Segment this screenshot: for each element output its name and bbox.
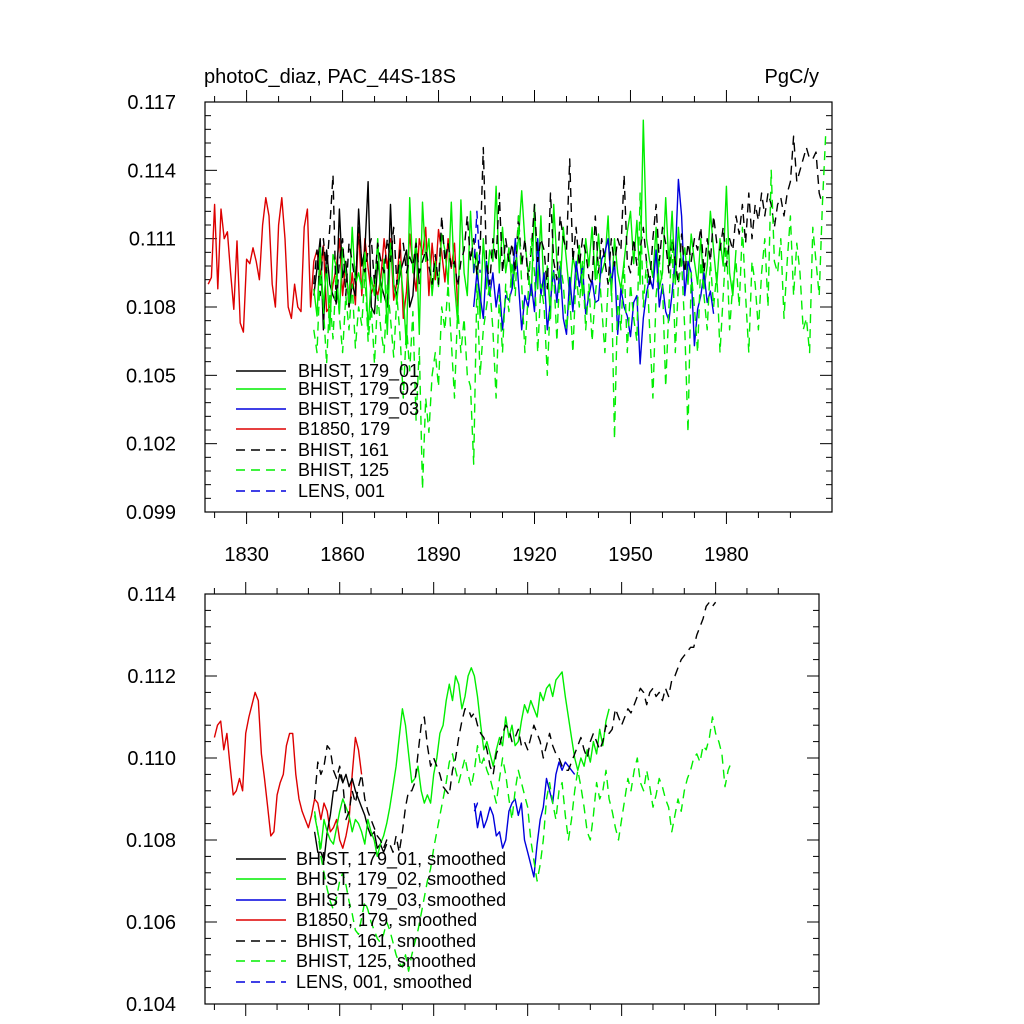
top-legend-label-2: BHIST, 179_02	[298, 379, 419, 400]
bottom-series-bhist-179-01-smoothed	[313, 773, 388, 862]
bottom-series-bhist-125-smoothed	[313, 716, 732, 972]
top-legend-entry-3: BHIST, 179_03	[236, 399, 419, 420]
top-x-tick-label: 1890	[416, 544, 461, 566]
bottom-legend-entry-1: BHIST, 179_01, smoothed	[236, 849, 506, 870]
bottom-y-tick-label: 0.112	[127, 666, 176, 688]
top-legend-entry-4: B1850, 179	[236, 419, 390, 439]
bottom-legend-entry-2: BHIST, 179_02, smoothed	[236, 869, 506, 890]
bottom-series-bhist-161-smoothed	[313, 601, 717, 853]
top-x-tick-label: 1950	[608, 544, 653, 566]
bottom-legend-entry-6: BHIST, 125, smoothed	[236, 951, 476, 971]
bottom-plot-frame	[204, 593, 820, 1005]
bottom-series-bhist-179-02-smoothed	[313, 667, 610, 858]
bottom-y-tick-label: 0.110	[127, 748, 176, 770]
top-series-b1850-179	[207, 196, 459, 333]
top-legend-entry-7: LENS, 001	[236, 481, 385, 501]
top-axes: 0.099 0.102 0.105 0.108 0.111 0.114 0.117 1830 1…	[126, 90, 832, 566]
top-legend-label-4: B1850, 179	[298, 419, 390, 439]
bottom-legend-entry-7: LENS, 001, smoothed	[236, 972, 472, 992]
top-x-tick-label: 1860	[320, 544, 365, 566]
bottom-legend-label-1: BHIST, 179_01, smoothed	[296, 849, 506, 870]
top-legend-entry-2: BHIST, 179_02	[236, 379, 419, 400]
chart-title-right: PgC/y	[765, 66, 819, 88]
top-series-bhist-161	[313, 135, 824, 308]
top-legend-entry-6: BHIST, 125	[236, 460, 389, 480]
bottom-legend-label-3: BHIST, 179_03, smoothed	[296, 890, 506, 911]
top-plot-area	[207, 119, 827, 490]
bottom-y-tick-label: 0.104	[126, 994, 176, 1016]
bottom-legend-label-2: BHIST, 179_02, smoothed	[296, 869, 506, 890]
top-y-tick-label: 0.099	[126, 502, 176, 524]
bottom-legend-entry-3: BHIST, 179_03, smoothed	[236, 890, 506, 911]
bottom-legend-entry-4: B1850, 179, smoothed	[236, 910, 477, 930]
top-legend-label-6: BHIST, 125	[298, 460, 389, 480]
top-x-tick-label: 1920	[512, 544, 557, 566]
top-y-tick-label: 0.105	[126, 365, 176, 387]
bottom-series-bhist-179-03-smoothed	[473, 761, 576, 878]
top-series-bhist-179-03	[473, 178, 715, 365]
bottom-series-b1850-179-smoothed	[213, 691, 363, 849]
top-legend-label-3: BHIST, 179_03	[298, 399, 419, 420]
top-legend-label-7: LENS, 001	[298, 481, 385, 501]
bottom-y-tick-label: 0.114	[127, 584, 176, 606]
top-legend-label-1: BHIST, 179_01	[298, 361, 419, 382]
bottom-y-tick-label: 0.106	[126, 912, 176, 934]
bottom-legend-label-5: BHIST, 161, smoothed	[296, 931, 476, 951]
bottom-y-tick-label: 0.108	[126, 830, 176, 852]
bottom-legend: BHIST, 179_01, smoothed BHIST, 179_02, s…	[236, 849, 506, 992]
top-y-tick-label: 0.111	[129, 229, 176, 251]
bottom-series-lens-001-smoothed	[473, 802, 482, 812]
top-y-tick-label: 0.102	[126, 434, 176, 456]
top-series-lens-001	[473, 210, 481, 273]
top-series-bhist-125	[313, 136, 827, 490]
top-y-tick-label: 0.117	[127, 92, 176, 114]
top-x-tick-label: 1980	[704, 544, 749, 566]
bottom-legend-label-4: B1850, 179, smoothed	[296, 910, 477, 930]
top-legend-entry-1: BHIST, 179_01	[236, 361, 419, 382]
chart-title-left: photoC_diaz, PAC_44S-18S	[204, 66, 456, 88]
bottom-plot-area	[213, 601, 732, 972]
bottom-legend-entry-5: BHIST, 161, smoothed	[236, 931, 476, 951]
top-x-tick-label: 1830	[224, 544, 269, 566]
top-y-tick-label: 0.108	[126, 297, 176, 319]
bottom-axes: 0.104 0.106 0.108 0.110 0.112 0.114	[126, 582, 819, 1016]
top-legend-label-5: BHIST, 161	[298, 440, 389, 460]
bottom-legend-label-7: LENS, 001, smoothed	[296, 972, 472, 992]
top-legend-entry-5: BHIST, 161	[236, 440, 389, 460]
top-y-tick-label: 0.114	[127, 160, 176, 182]
top-legend: BHIST, 179_01 BHIST, 179_02 BHIST, 179_0…	[236, 361, 419, 501]
bottom-legend-label-6: BHIST, 125, smoothed	[296, 951, 476, 971]
